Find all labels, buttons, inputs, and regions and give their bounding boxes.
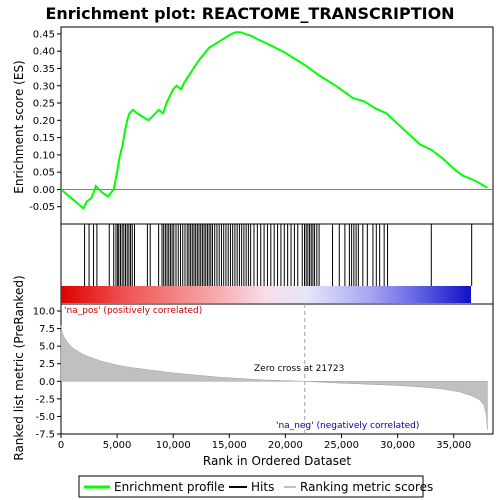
x-tick-label: 0 — [58, 440, 64, 451]
hits-panel — [60, 223, 494, 305]
ranking-metric-area — [60, 325, 488, 430]
es-y-tick-label: 0.45 — [33, 29, 55, 40]
metric-y-tick-label: 2.5 — [39, 359, 55, 370]
legend: Enrichment profile Hits Ranking metric s… — [78, 475, 433, 498]
x-tick-label: 35,000 — [436, 440, 471, 451]
metric-y-axis-label: Ranked list metric (PreRanked) — [12, 275, 26, 460]
metric-y-axis: -7.5 -5.0 -2.5 0.0 2.5 5.0 7.5 10.0 — [33, 307, 61, 441]
metric-y-tick-label: -7.5 — [35, 430, 55, 441]
rank-color-bar — [61, 286, 471, 303]
metric-x-axis: 0 5,000 10,000 15,000 20,000 25,000 30,000 35,0… — [58, 434, 471, 451]
es-y-tick-label: 0.20 — [33, 116, 55, 127]
es-y-tick-label: 0.15 — [33, 133, 55, 144]
chart-title: Enrichment plot: REACTOME_TRANSCRIPTION — [45, 4, 454, 23]
es-plot-frame — [60, 26, 494, 225]
metric-y-tick-label: -2.5 — [35, 394, 55, 405]
es-y-tick-label: 0.05 — [33, 168, 55, 179]
legend-hits-label: Hits — [251, 480, 274, 494]
es-panel: -0.05 0.00 0.05 0.10 0.15 0.20 0.25 0.30 0.35 0.4… — [12, 26, 494, 225]
es-y-tick-label: 0.00 — [33, 185, 55, 196]
es-y-tick-label: -0.05 — [29, 202, 55, 213]
metric-y-tick-label: 7.5 — [39, 324, 55, 335]
es-y-tick-label: 0.25 — [33, 99, 55, 110]
es-y-axis: -0.05 0.00 0.05 0.10 0.15 0.20 0.25 0.30 0.35 0.4… — [29, 29, 61, 213]
es-y-axis-label: Enrichment score (ES) — [12, 60, 26, 193]
legend-metric-label: Ranking metric scores — [300, 480, 433, 494]
x-tick-label: 20,000 — [268, 440, 303, 451]
zero-cross-annotation: Zero cross at 21723 — [254, 364, 344, 374]
neg-annotation: 'na_neg' (negatively correlated) — [276, 421, 419, 431]
x-axis-label: Rank in Ordered Dataset — [203, 454, 351, 468]
legend-es-label: Enrichment profile — [114, 480, 225, 494]
enrichment-profile-line — [60, 31, 488, 210]
hit-lines — [84, 224, 473, 286]
metric-panel: -7.5 -5.0 -2.5 0.0 2.5 5.0 7.5 10.0 0 5,000 10,00… — [12, 275, 494, 468]
metric-y-tick-label: 5.0 — [39, 342, 55, 353]
x-tick-label: 30,000 — [380, 440, 415, 451]
metric-y-tick-label: 10.0 — [33, 307, 55, 318]
x-tick-label: 5,000 — [103, 440, 132, 451]
x-tick-label: 25,000 — [324, 440, 359, 451]
es-y-tick-label: 0.30 — [33, 81, 55, 92]
x-tick-label: 10,000 — [156, 440, 191, 451]
legend-frame — [78, 475, 424, 498]
x-tick-label: 15,000 — [212, 440, 247, 451]
es-y-tick-label: 0.35 — [33, 64, 55, 75]
es-y-tick-label: 0.40 — [33, 47, 55, 58]
es-y-tick-label: 0.10 — [33, 150, 55, 161]
metric-y-tick-label: -5.0 — [35, 412, 55, 423]
pos-annotation: 'na_pos' (positively correlated) — [64, 306, 202, 316]
metric-y-tick-label: 0.0 — [39, 377, 55, 388]
